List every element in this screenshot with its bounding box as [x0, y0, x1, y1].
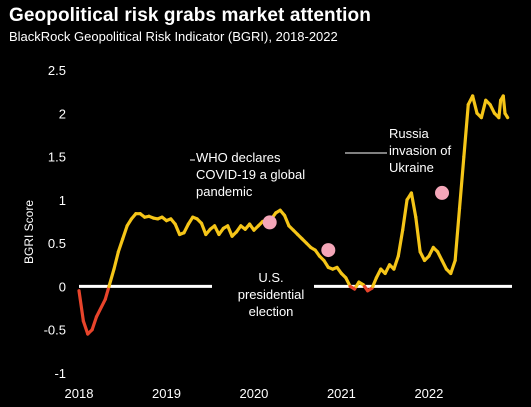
series-line-segment: [453, 206, 462, 263]
series-line-segment: [462, 103, 470, 159]
series-line-segment: [90, 315, 99, 332]
x-tick-label: 2022: [414, 386, 443, 401]
x-tick-label: 2021: [327, 386, 356, 401]
y-tick-label: 0.5: [48, 236, 66, 251]
series-line-segment: [503, 111, 510, 120]
russia-marker: [435, 185, 450, 200]
series-line-segment: [94, 297, 107, 319]
y-tick-label: 0: [59, 279, 66, 294]
series-line-segment: [182, 222, 190, 235]
series-line-segment: [81, 319, 90, 336]
series-line-segment: [116, 237, 125, 254]
y-tick-label: 1: [59, 193, 66, 208]
series-line-segment: [414, 215, 422, 254]
series-line-segment: [344, 276, 352, 289]
series-line-segment: [107, 267, 116, 289]
x-tick-label: 2019: [152, 386, 181, 401]
series-line-segment: [401, 198, 409, 232]
series-line-segment: [121, 224, 129, 241]
series-line-segment: [199, 221, 208, 237]
x-tick-label: 2020: [239, 386, 268, 401]
y-tick-label: 2.5: [48, 63, 66, 78]
y-tick-label: -0.5: [44, 323, 66, 338]
chart-subtitle: BlackRock Geopolitical Risk Indicator (B…: [9, 29, 338, 44]
series-line-segment: [449, 258, 457, 276]
series-line-segment: [488, 103, 497, 115]
series-line-segment: [392, 254, 400, 271]
y-tick-label: -1: [54, 366, 66, 381]
series-line-segment: [457, 154, 466, 211]
us-election-marker: [321, 243, 336, 258]
series-line-segment: [173, 222, 182, 237]
russia-annotation: Russia invasion of Ukraine: [389, 126, 452, 175]
series-line-segment: [436, 250, 444, 263]
series-line-segment: [282, 213, 291, 228]
y-tick-label: 1.5: [48, 150, 66, 165]
who-marker: [262, 215, 277, 230]
series-line-segment: [226, 224, 234, 238]
y-tick-label: 2: [59, 106, 66, 121]
series-line-segment: [112, 250, 120, 271]
chart-title: Geopolitical risk grabs market attention: [9, 5, 371, 26]
who-annotation: WHO declares COVID-19 a global pandemic: [196, 150, 305, 199]
us-election-annotation: U.S. presidential election: [238, 270, 305, 319]
series-line-segment: [396, 228, 405, 258]
series-line-segment: [471, 94, 479, 115]
y-axis-label: BGRI Score: [22, 200, 36, 264]
series-line-segment: [103, 284, 111, 302]
series-line-segment: [479, 98, 488, 120]
series-line-segment: [501, 94, 507, 115]
series-line-segment: [497, 98, 503, 120]
series-line-segment: [440, 258, 448, 271]
series-line-segment: [409, 191, 418, 219]
series-line-segment: [77, 289, 85, 323]
x-tick-label: 2018: [65, 386, 94, 401]
